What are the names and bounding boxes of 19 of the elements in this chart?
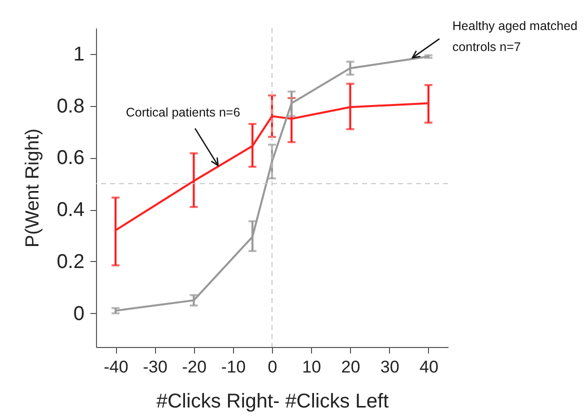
x-tick-label: -40 <box>104 358 128 376</box>
x-tick-label: 20 <box>341 358 360 376</box>
y-tick-label: 0 <box>73 302 84 325</box>
x-tick-label: 30 <box>380 358 400 376</box>
y-tick-label: 0.8 <box>56 95 84 118</box>
y-axis-title: P(Went Right) <box>22 128 44 248</box>
x-tick-label: 10 <box>302 358 322 376</box>
x-tick-label: -30 <box>142 358 168 376</box>
x-tick-label: 0 <box>268 358 278 376</box>
x-tick-label: -10 <box>221 358 246 376</box>
y-tick-label: 0.4 <box>56 199 84 222</box>
y-tick-label: 0.2 <box>56 250 84 273</box>
y-tick-label: 0.6 <box>56 147 84 170</box>
x-axis-title: #Clicks Right- #Clicks Left <box>156 390 390 412</box>
y-tick-label: 1 <box>73 43 84 66</box>
x-tick-label: -20 <box>182 358 207 376</box>
annotation: Healthy aged matched controls n=7 <box>452 18 578 54</box>
annotation: Cortical patients n=6 <box>126 105 240 120</box>
x-tick-label: 40 <box>419 358 438 376</box>
